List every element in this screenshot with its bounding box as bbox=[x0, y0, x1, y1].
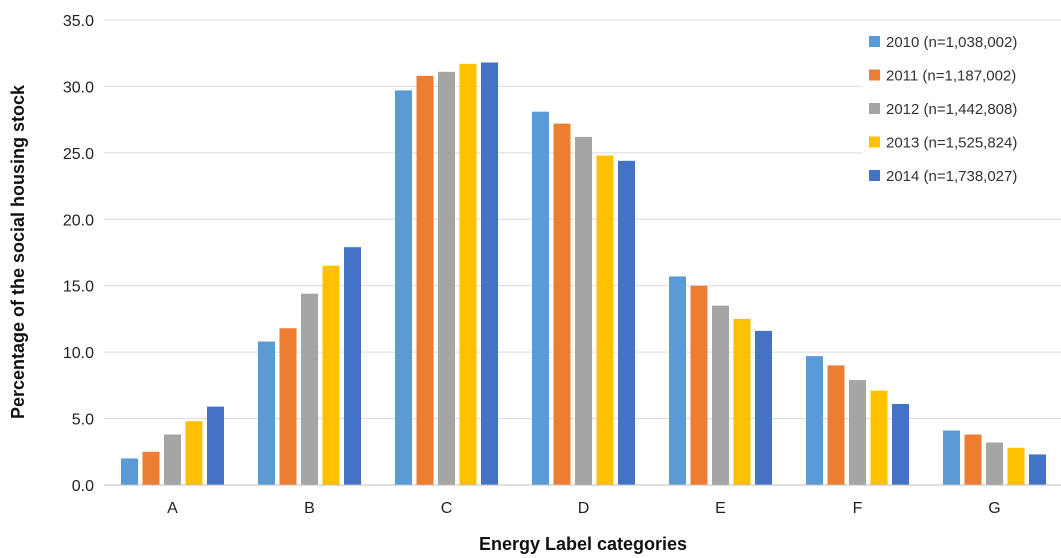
legend-label: 2014 (n=1,738,027) bbox=[886, 168, 1017, 185]
bar bbox=[943, 430, 960, 485]
legend-swatch bbox=[869, 69, 880, 81]
bar bbox=[1007, 447, 1025, 485]
bar bbox=[690, 285, 708, 485]
y-tick-label: 10.0 bbox=[63, 345, 94, 362]
y-tick-label: 20.0 bbox=[63, 212, 94, 229]
bar bbox=[142, 451, 160, 485]
x-tick-label: C bbox=[441, 500, 453, 517]
bar bbox=[712, 305, 729, 485]
bar bbox=[185, 421, 203, 485]
legend-swatch bbox=[869, 136, 880, 148]
bar bbox=[575, 136, 592, 485]
bar bbox=[806, 356, 823, 485]
legend-label: 2010 (n=1,038,002) bbox=[886, 34, 1017, 51]
x-tick-label: F bbox=[853, 500, 863, 517]
bar bbox=[669, 276, 686, 485]
bar bbox=[344, 247, 361, 485]
bar bbox=[438, 71, 455, 486]
bar bbox=[459, 63, 477, 485]
bar bbox=[301, 293, 318, 485]
bar bbox=[827, 365, 845, 485]
bar bbox=[258, 341, 275, 485]
bar bbox=[892, 403, 909, 485]
x-tick-label: B bbox=[304, 500, 315, 517]
bar bbox=[481, 62, 498, 486]
bar bbox=[755, 330, 772, 485]
legend-swatch bbox=[869, 103, 880, 114]
x-tick-label: A bbox=[167, 500, 178, 517]
bar bbox=[849, 380, 866, 485]
bar bbox=[964, 434, 982, 485]
y-tick-label: 25.0 bbox=[63, 146, 94, 163]
bar bbox=[553, 123, 571, 485]
bar bbox=[596, 155, 614, 485]
y-tick-label: 15.0 bbox=[63, 279, 94, 296]
bar bbox=[207, 406, 224, 485]
bar bbox=[416, 75, 434, 486]
y-tick-label: 0.0 bbox=[72, 478, 94, 495]
bars bbox=[121, 62, 1046, 486]
bar bbox=[121, 458, 138, 485]
y-tick-label: 30.0 bbox=[63, 79, 94, 96]
legend-label: 2012 (n=1,442,808) bbox=[886, 101, 1017, 118]
legend-swatch bbox=[869, 170, 880, 181]
bar bbox=[870, 390, 888, 485]
bar bbox=[395, 90, 412, 486]
legend-background bbox=[862, 24, 1061, 217]
y-tick-label: 35.0 bbox=[63, 13, 94, 30]
y-tick-label: 5.0 bbox=[72, 412, 94, 429]
legend-label: 2011 (n=1,187,002) bbox=[886, 68, 1016, 85]
x-tick-label: E bbox=[715, 500, 726, 517]
legend-label: 2013 (n=1,525,824) bbox=[886, 135, 1017, 152]
bar bbox=[322, 265, 340, 485]
bar bbox=[618, 160, 635, 486]
bar bbox=[279, 328, 297, 485]
y-axis-ticks: 0.0 5.0 10.0 15.0 20.0 25.0 30.0 35.0 bbox=[63, 13, 94, 495]
bar bbox=[986, 442, 1003, 485]
legend-swatch bbox=[869, 36, 880, 47]
bar bbox=[733, 318, 751, 485]
x-tick-label: G bbox=[988, 500, 1000, 517]
legend: 2010 (n=1,038,002) 2011 (n=1,187,002) 2012… bbox=[862, 24, 1061, 217]
bar bbox=[532, 111, 549, 486]
y-axis-title: Percentage of the social housing stock bbox=[8, 84, 28, 419]
x-axis-ticks: A B C D E F G bbox=[167, 500, 1001, 517]
x-tick-label: D bbox=[578, 500, 590, 517]
bar bbox=[164, 434, 181, 485]
x-axis-title: Energy Label categories bbox=[479, 534, 687, 554]
bar bbox=[1029, 454, 1046, 485]
